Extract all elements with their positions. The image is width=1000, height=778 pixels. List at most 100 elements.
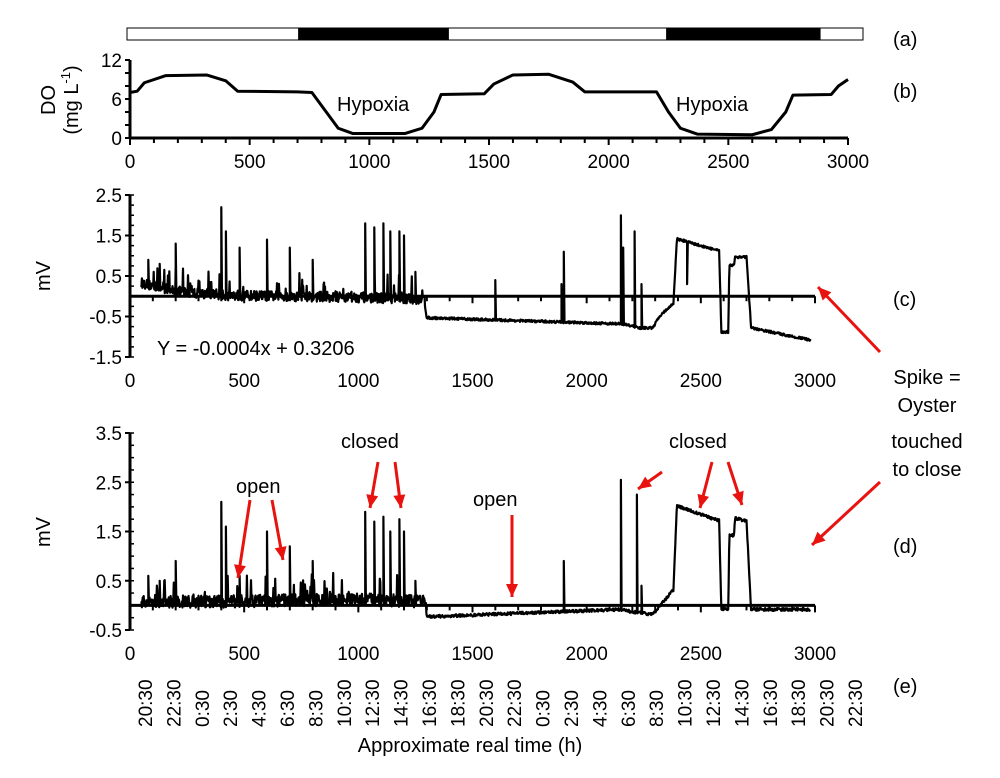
x-tick-label: 0 — [125, 152, 136, 173]
x-tick-label: 3000 — [827, 152, 869, 173]
x-tick-label: 1500 — [468, 152, 510, 173]
bar-segment-white — [126, 27, 300, 41]
time-label: 8:30 — [306, 690, 327, 727]
annotation-open-1: open — [236, 476, 281, 498]
x-tick-label: 2000 — [588, 152, 630, 173]
bar-segment-black — [298, 27, 449, 41]
y-tick-label: 3.5 — [96, 424, 122, 445]
x-axis-label-time: Approximate real time (h) — [358, 735, 583, 757]
y-tick-label: -1.5 — [89, 348, 122, 369]
panel-e-time-axis: 20:30 22:30 0:30 2:30 4:30 6:30 8:30 10:30 12:30… — [136, 679, 867, 757]
red-arrow-shaft — [816, 285, 882, 354]
bar-segment-white — [819, 27, 864, 41]
x-tick-label: 1000 — [337, 371, 379, 392]
time-label: 12:30 — [363, 679, 384, 727]
y-tick-label: -0.5 — [89, 621, 122, 642]
x-tick-label: 1000 — [348, 152, 390, 173]
red-arrow-head-icon — [818, 287, 832, 301]
time-label: 22:30 — [846, 679, 867, 727]
time-label: 8:30 — [647, 690, 668, 727]
y-axis-label-mv: mV — [33, 516, 55, 547]
red-arrow-head-icon — [506, 584, 518, 597]
panel-label-a: (a) — [893, 29, 917, 51]
time-label: 10:30 — [335, 679, 356, 727]
time-label: 10:30 — [676, 679, 697, 727]
time-label: 6:30 — [278, 690, 299, 727]
time-label: 18:30 — [448, 679, 469, 727]
spike-line-4: to close — [893, 459, 962, 481]
red-arrow-head-icon — [732, 490, 744, 505]
time-label: 22:30 — [164, 679, 185, 727]
time-label: 14:30 — [732, 679, 753, 727]
x-tick-label: 1500 — [451, 371, 493, 392]
x-tick-label: 2000 — [566, 371, 608, 392]
hypoxia-label-1: Hypoxia — [337, 94, 410, 116]
red-arrow-shaft — [810, 480, 882, 547]
annotation-closed-1: closed — [341, 431, 399, 453]
spike-line-3: touched — [891, 431, 962, 453]
red-arrow-shaft — [236, 499, 252, 579]
annotation-closed-2: closed — [669, 431, 727, 453]
y-tick-label: 1.5 — [96, 227, 122, 248]
time-label: 14:30 — [392, 679, 413, 727]
annotation-spike: Spike = Oyster touched to close — [891, 367, 962, 481]
time-label: 22:30 — [505, 679, 526, 727]
bar-segment-white — [447, 27, 668, 41]
time-label: 0:30 — [193, 690, 214, 727]
spike-line-2: Oyster — [898, 395, 957, 417]
panel-label-d: (d) — [893, 536, 917, 558]
red-arrow-head-icon — [234, 564, 246, 578]
y-axis-label-unit: (mg L-1) — [58, 65, 83, 134]
x-tick-label: 2000 — [566, 644, 608, 665]
y-tick-label: 12 — [101, 51, 122, 72]
red-arrow-head-icon — [274, 546, 287, 560]
x-tick-label: 500 — [234, 152, 266, 173]
panel-label-c: (c) — [893, 289, 916, 311]
y-tick-label: 0 — [111, 129, 122, 150]
red-arrow-head-icon — [812, 531, 826, 545]
red-arrows — [234, 285, 882, 597]
x-tick-label: 2500 — [707, 152, 749, 173]
hypoxia-label-2: Hypoxia — [676, 94, 749, 116]
red-arrow-head-icon — [697, 493, 710, 508]
time-label: 16:30 — [761, 679, 782, 727]
bar-segment-black — [666, 27, 821, 41]
x-tick-label: 500 — [228, 371, 260, 392]
x-tick-label: 3000 — [794, 371, 836, 392]
time-label: 12:30 — [704, 679, 725, 727]
red-arrow-head-icon — [638, 476, 653, 489]
time-label: 16:30 — [420, 679, 441, 727]
x-tick-label: 1000 — [337, 644, 379, 665]
time-label: 20:30 — [136, 679, 157, 727]
y-tick-label: -0.5 — [89, 308, 122, 329]
time-label: 18:30 — [789, 679, 810, 727]
time-label: 6:30 — [619, 690, 640, 727]
y-tick-label: 6 — [111, 90, 122, 111]
panel-label-e: (e) — [893, 676, 917, 698]
time-label: 0:30 — [534, 690, 555, 727]
panel-label-b: (b) — [893, 81, 917, 103]
do-trace — [129, 72, 849, 137]
y-axis-label-mv: mV — [33, 260, 55, 291]
x-tick-label: 1500 — [451, 644, 493, 665]
mv-trace — [140, 206, 812, 342]
y-tick-label: 1.5 — [96, 523, 122, 544]
panel-d-mv-plot: 0 500 1000 1500 2000 2500 3000 -0.5 0.5 1.5 2.5 3.5… — [33, 424, 836, 665]
time-label: 20:30 — [818, 679, 839, 727]
y-tick-label: 0.5 — [96, 267, 122, 288]
x-tick-label: 3000 — [794, 644, 836, 665]
x-tick-label: 0 — [125, 644, 136, 665]
x-tick-label: 500 — [228, 644, 260, 665]
panel-b-do-plot: 0 500 1000 1500 2000 2500 3000 0 6 12 DO (mg L-1) — [38, 51, 869, 173]
y-tick-label: 2.5 — [96, 186, 122, 207]
panel-c-mv-plot: 0 500 1000 1500 2000 2500 3000 -1.5 -0.5 0.5 1.5 2.… — [33, 186, 836, 392]
y-tick-label: 0.5 — [96, 572, 122, 593]
time-label: 20:30 — [477, 679, 498, 727]
x-tick-label: 2500 — [680, 644, 722, 665]
regression-equation: Y = -0.0004x + 0.3206 — [157, 338, 355, 360]
mv-trace — [140, 478, 812, 619]
panel-a-light-dark-bar — [126, 27, 864, 41]
x-tick-label: 0 — [125, 371, 136, 392]
time-label: 2:30 — [221, 690, 242, 727]
